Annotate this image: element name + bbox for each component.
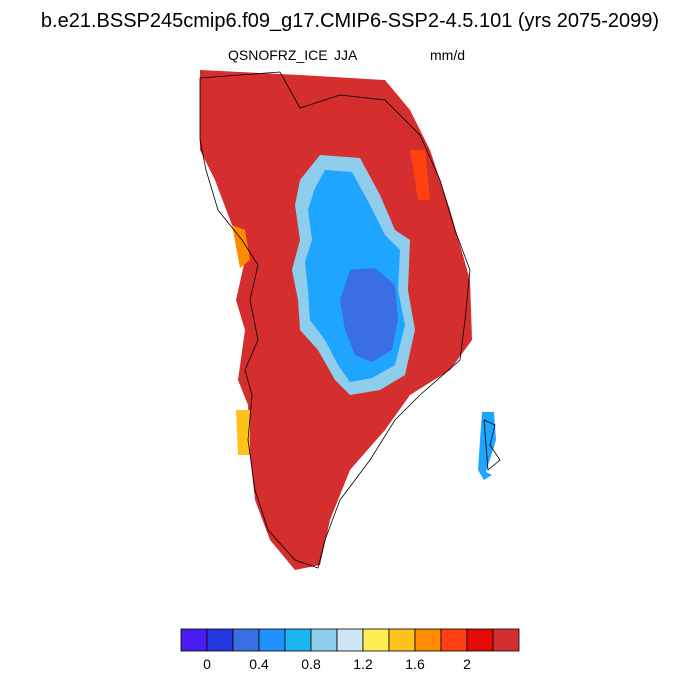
colorbar-tick-label: 0.8 — [301, 656, 321, 672]
coastline — [199, 71, 471, 569]
colorbar-tick-label: 0 — [203, 656, 211, 672]
ice-margin-west — [232, 225, 250, 268]
colorbar-swatch — [336, 628, 364, 652]
colorbar-swatch — [258, 628, 286, 652]
ice-field-lowest — [340, 268, 398, 362]
colorbar-tick-label: 1.2 — [353, 656, 373, 672]
ice-margin-east — [410, 150, 430, 200]
colorbar-swatch — [414, 628, 442, 652]
season-label: JJA — [334, 47, 358, 63]
units-label: mm/d — [430, 47, 465, 63]
colorbar-swatch — [180, 628, 208, 652]
variable-label: QSNOFRZ_ICE — [228, 47, 328, 63]
colorbar-swatch — [440, 628, 468, 652]
colorbar-swatch — [492, 628, 520, 652]
colorbar-tick-label: 0.4 — [249, 656, 269, 672]
colorbar-tick-label: 1.6 — [405, 656, 425, 672]
colorbar-swatch — [284, 628, 312, 652]
colorbar-swatch — [388, 628, 416, 652]
colorbar-swatch — [466, 628, 494, 652]
colorbar-swatch — [232, 628, 260, 652]
plot-title: b.e21.BSSP245cmip6.f09_g17.CMIP6-SSP2-4.… — [40, 10, 660, 32]
coastline-island — [483, 419, 501, 471]
ice-margin-sw — [236, 410, 250, 455]
greenland-map — [199, 70, 501, 570]
colorbar-swatch — [362, 628, 390, 652]
colorbar-swatch — [206, 628, 234, 652]
island-east — [478, 412, 496, 480]
colorbar-tick-label: 2 — [463, 656, 471, 672]
colorbar-swatch — [310, 628, 338, 652]
